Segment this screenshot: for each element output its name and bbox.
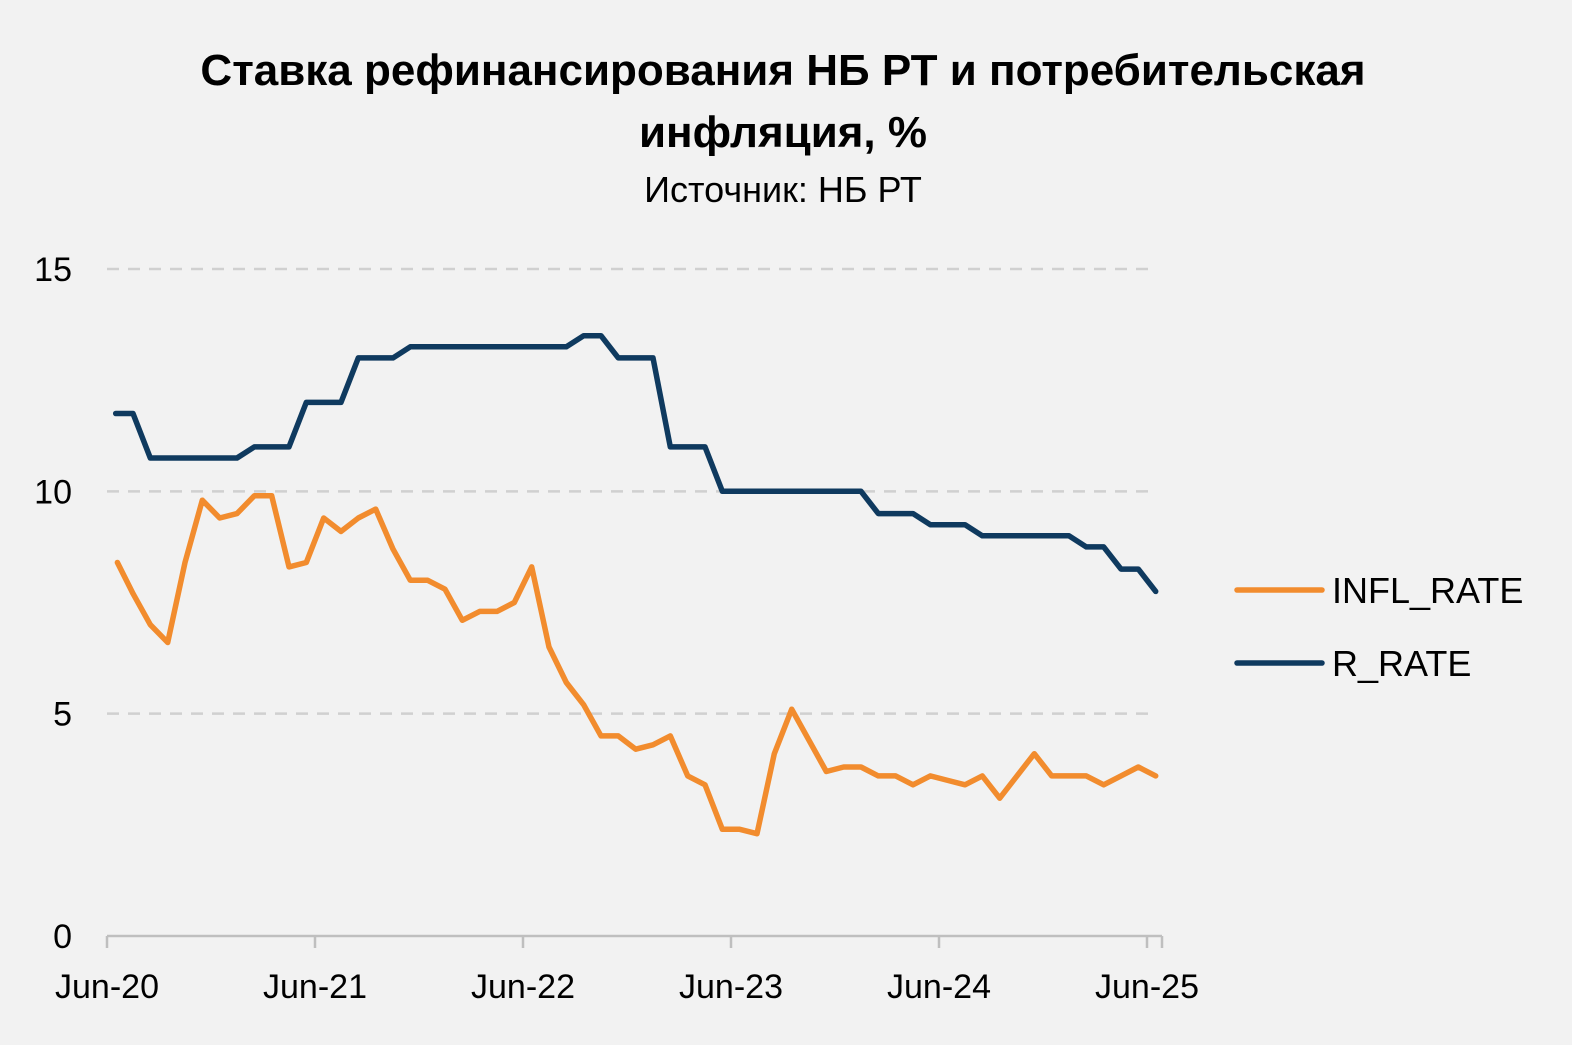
x-tick-label: Jun-24 [887,968,991,1006]
series-line-infl-rate [114,493,1159,837]
y-tick-label: 15 [34,251,72,289]
x-tick-label: Jun-21 [263,968,367,1006]
chart-subtitle: Источник: НБ РТ [644,169,922,210]
y-tick-label: 0 [53,918,72,956]
legend-item-r-rate: R_RATE [1234,643,1471,684]
x-axis-ticks: Jun-20 Jun-21 Jun-22 Jun-23 Jun-24 Jun-25 [55,936,1199,1006]
x-tick-label: Jun-22 [471,968,575,1006]
x-tick-label: Jun-20 [55,968,159,1006]
x-tick-label: Jun-23 [679,968,783,1006]
y-tick-label: 5 [53,696,72,734]
chart-title-line1: Ставка рефинансирования НБ РТ и потребит… [200,46,1365,95]
y-axis-ticks: 0 5 10 15 [34,251,72,956]
x-tick-label: Jun-25 [1095,968,1199,1006]
chart-title-line2: инфляция, % [639,108,927,157]
legend-label: R_RATE [1332,643,1471,684]
legend-item-infl-rate: INFL_RATE [1234,570,1523,611]
gridlines [107,267,1155,715]
series-lines [112,332,1159,837]
legend-label: INFL_RATE [1332,570,1523,611]
legend: INFL_RATE R_RATE [1234,570,1523,684]
y-tick-label: 10 [34,473,72,511]
series-line-r-rate [112,332,1159,595]
